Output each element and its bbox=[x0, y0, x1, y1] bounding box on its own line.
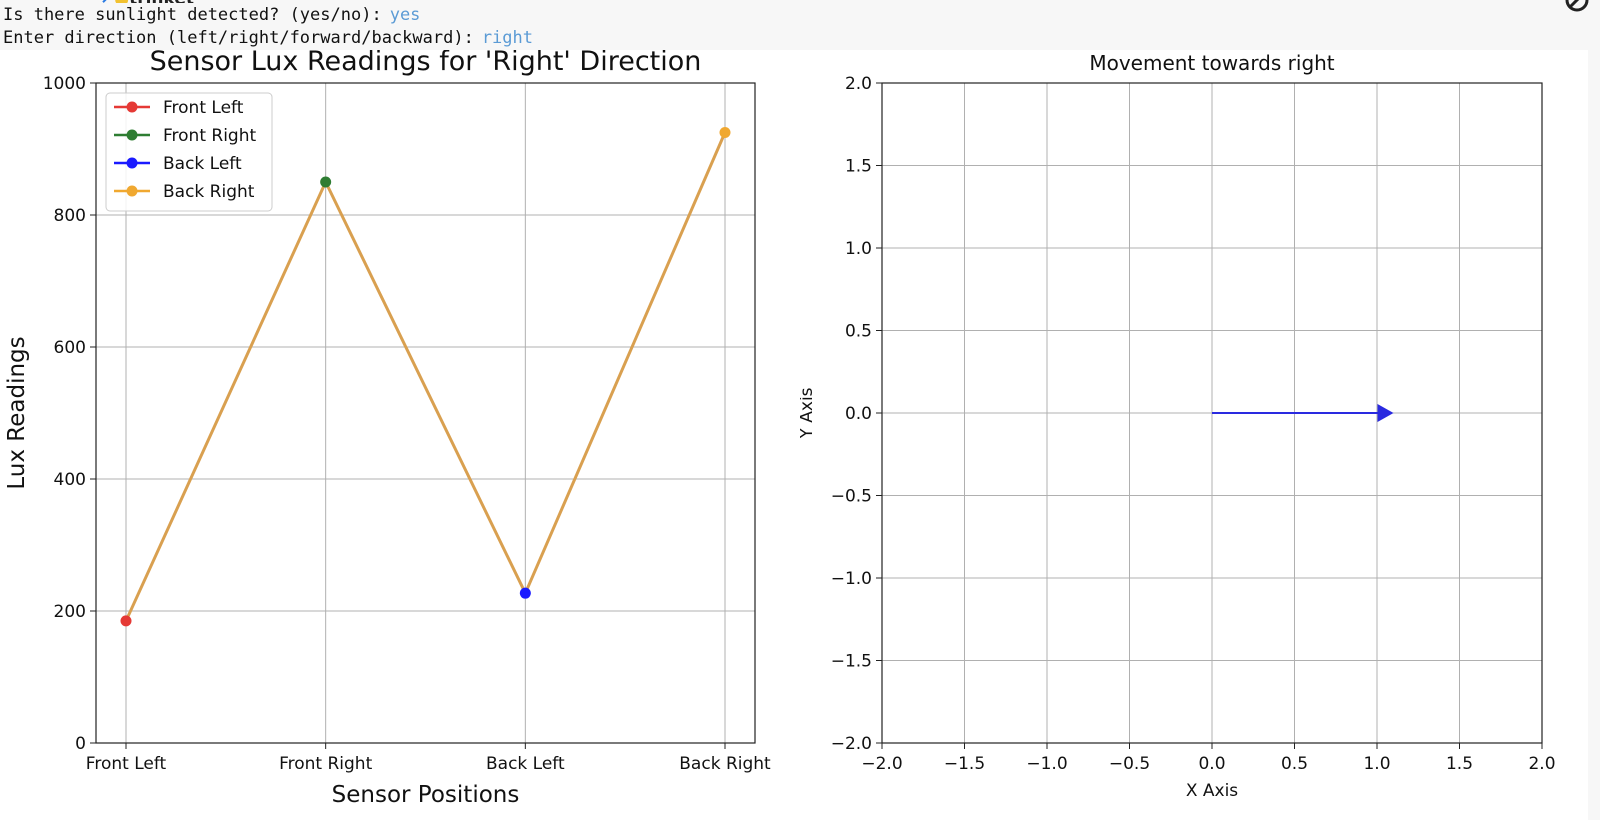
data-point-front-right bbox=[320, 176, 332, 188]
y-tick-label: 0 bbox=[75, 734, 86, 754]
y-tick-label: 600 bbox=[54, 338, 86, 358]
legend-label: Front Right bbox=[163, 126, 257, 146]
x-tick-label: Back Right bbox=[679, 754, 771, 774]
sunlight-prompt: Is there sunlight detected? (yes/no): bbox=[3, 5, 382, 25]
x-tick-label: Back Left bbox=[486, 754, 565, 774]
logo-text: trinket bbox=[129, 0, 194, 3]
legend-swatch-marker bbox=[126, 101, 138, 113]
chart-title: Movement towards right bbox=[1089, 51, 1334, 75]
y-tick-label: 1.5 bbox=[845, 157, 872, 177]
legend-swatch-marker bbox=[126, 129, 138, 141]
x-tick-label: −0.5 bbox=[1109, 754, 1150, 774]
movement-arrow-head bbox=[1377, 404, 1394, 422]
y-tick-label: −1.5 bbox=[831, 652, 872, 672]
chart-title: Sensor Lux Readings for 'Right' Directio… bbox=[150, 50, 702, 77]
direction-answer: right bbox=[481, 28, 533, 48]
x-axis-label: Sensor Positions bbox=[332, 782, 520, 808]
x-tick-label: Front Left bbox=[86, 754, 167, 774]
series-line bbox=[124, 131, 727, 622]
data-point-back-right bbox=[719, 127, 731, 138]
legend-box bbox=[105, 92, 273, 212]
matplotlib-figure: 0 200 400 600 800 1000 Front Left Front Right Ba… bbox=[0, 50, 1588, 820]
x-tick-label: 0.5 bbox=[1281, 754, 1308, 774]
y-tick-label: 400 bbox=[54, 470, 86, 490]
sunlight-answer: yes bbox=[389, 5, 421, 25]
y-tick-label: −0.5 bbox=[831, 487, 872, 507]
plot-frame bbox=[95, 82, 756, 744]
y-tick-label: 800 bbox=[54, 206, 86, 226]
sunlight-prompt-line: Is there sunlight detected? (yes/no): yes bbox=[3, 5, 420, 25]
x-axis-label: X Axis bbox=[1186, 781, 1238, 801]
x-tick-label: 0.0 bbox=[1198, 754, 1225, 774]
legend-swatch-marker bbox=[126, 185, 138, 197]
console-output: ↗●trinket Is there sunlight detected? (y… bbox=[0, 0, 1600, 52]
y-tick-label: −1.0 bbox=[831, 569, 872, 589]
direction-prompt-line: Enter direction (left/right/forward/back… bbox=[3, 28, 533, 48]
direction-prompt: Enter direction (left/right/forward/back… bbox=[3, 28, 474, 48]
legend-label: Back Right bbox=[163, 182, 255, 202]
y-tick-label: 200 bbox=[54, 602, 86, 622]
y-tick-label: 1.0 bbox=[845, 239, 872, 259]
x-tick-label: −2.0 bbox=[861, 754, 902, 774]
y-axis-label: Lux Readings bbox=[4, 336, 30, 489]
movement-chart: −2.0−2.0 −1.5 −1.5 −1.0 −1.0 −0.5 −0.5 0.0 0.0 0.… bbox=[800, 51, 1556, 801]
y-tick-label: −2.0 bbox=[831, 734, 872, 754]
y-tick-label: 0.5 bbox=[845, 322, 872, 342]
disconnect-icon[interactable] bbox=[1565, 0, 1599, 14]
legend-swatch-marker bbox=[126, 157, 138, 169]
y-tick-label: 1000 bbox=[43, 74, 86, 94]
data-point-back-left bbox=[519, 587, 531, 599]
legend-label: Front Left bbox=[163, 98, 244, 118]
y-tick-label: 0.0 bbox=[845, 404, 872, 424]
data-point-front-left bbox=[120, 615, 132, 627]
legend-label: Back Left bbox=[163, 154, 242, 174]
x-tick-label: −1.0 bbox=[1026, 754, 1067, 774]
x-tick-label: Front Right bbox=[279, 754, 373, 774]
x-tick-label: 1.5 bbox=[1446, 754, 1473, 774]
lux-readings-chart: 0 200 400 600 800 1000 Front Left Front Right Ba… bbox=[4, 50, 771, 808]
x-tick-label: 2.0 bbox=[1528, 754, 1555, 774]
y-tick-label: 2.0 bbox=[845, 74, 872, 94]
trinket-logo: ↗●trinket bbox=[100, 0, 194, 3]
x-tick-label: 1.0 bbox=[1363, 754, 1390, 774]
y-axis-label: Y Axis bbox=[800, 387, 817, 439]
x-tick-label: −1.5 bbox=[944, 754, 985, 774]
